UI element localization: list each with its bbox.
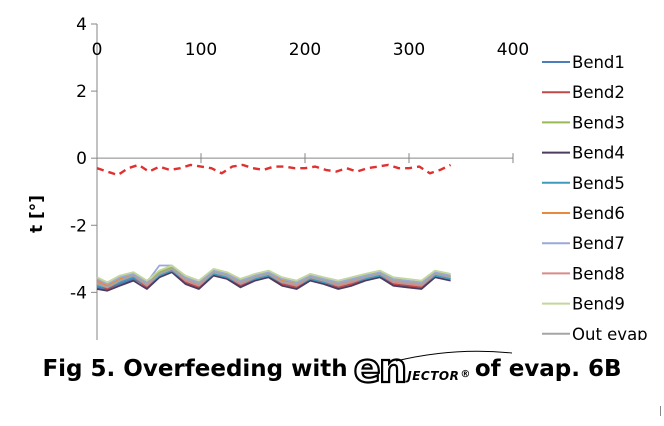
- series-line-bend9: [96, 264, 451, 284]
- y-tick-label: 4: [76, 15, 87, 35]
- x-tick-label: 300: [393, 40, 425, 60]
- y-axis-label: t [°]: [27, 195, 47, 233]
- y-tick-label: 0: [76, 149, 87, 169]
- x-tick-label: 200: [289, 40, 321, 60]
- series-line-air: [96, 163, 452, 177]
- legend-label: Out evap: [572, 325, 648, 344]
- legend-label: Bend8: [572, 264, 625, 283]
- series-line-out-evap: [96, 268, 451, 289]
- legend-label: Bend5: [572, 174, 625, 193]
- y-tick-label: -4: [70, 283, 87, 303]
- caption-text-before: Fig 5. Overfeeding with: [42, 356, 348, 382]
- legend-label: Bend1: [572, 53, 625, 72]
- legend-label: Bend3: [572, 113, 625, 132]
- legend-label: Bend9: [572, 295, 625, 314]
- legend-label: Bend6: [572, 204, 625, 223]
- legend-label: Bend2: [572, 83, 625, 102]
- legend-label: Bend4: [572, 144, 625, 163]
- logo-swoosh-icon: [395, 350, 512, 362]
- caption-text-after: of evap. 6B: [474, 356, 622, 382]
- legend-label: Bend7: [572, 234, 625, 253]
- logo-sub-text: JECTOR®: [407, 369, 471, 383]
- series-line-bend4: [96, 271, 451, 292]
- plot-area: [96, 24, 513, 393]
- x-tick-label: 100: [185, 40, 217, 60]
- y-tick-label: 2: [76, 82, 87, 102]
- enjector-logo: en JECTOR®: [353, 346, 512, 392]
- x-tick-label: 400: [497, 40, 529, 60]
- legend: Bend1 Bend2 Bend3 Bend4 Bend5 Bend6 Bend7 Bend8…: [542, 53, 648, 374]
- axis-tick-mark: [660, 406, 661, 416]
- logo-main-text: en: [353, 346, 409, 392]
- figure-caption: Fig 5. Overfeeding with en JECTOR® of ev…: [0, 340, 664, 420]
- x-tick-label: 0: [92, 40, 103, 60]
- registered-mark: ®: [460, 369, 471, 380]
- y-tick-label: -2: [70, 216, 87, 236]
- x-axis-ticks: 0 100 200 300 400: [92, 40, 529, 164]
- y-axis-ticks: 420-2-4-6: [70, 15, 97, 370]
